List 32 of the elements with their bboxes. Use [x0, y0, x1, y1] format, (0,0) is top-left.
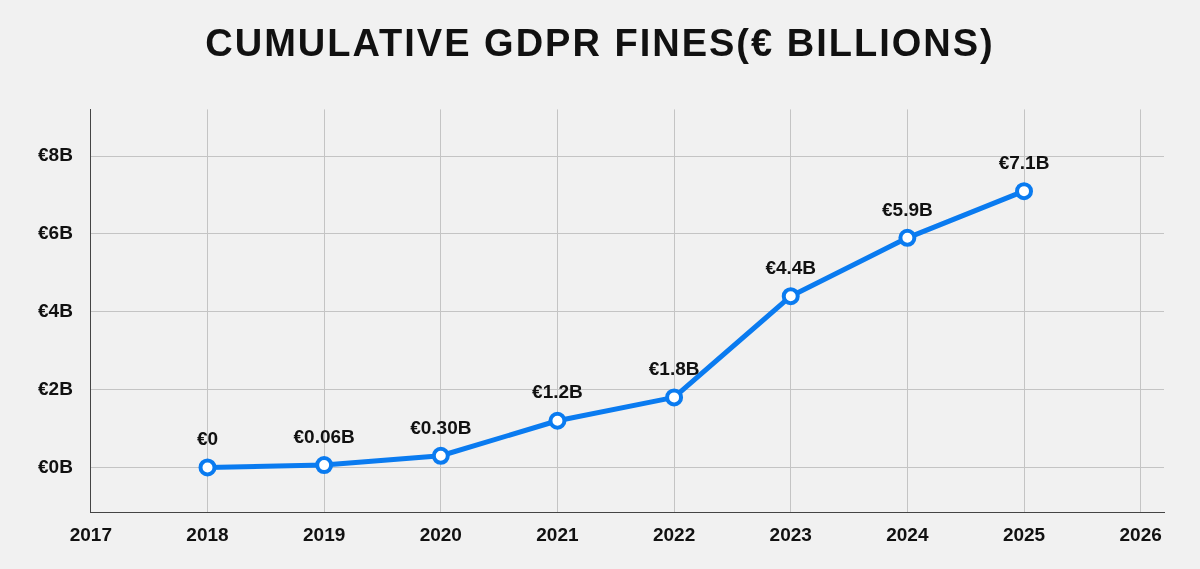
- point: [665, 388, 684, 407]
- point: [1015, 182, 1034, 201]
- data-label: €4.4B: [765, 256, 817, 278]
- x-tick-label: 2019: [303, 523, 346, 545]
- x-tick-label: 2022: [652, 523, 696, 545]
- y-tick-label: €0B: [38, 455, 73, 477]
- data-label: €1.2B: [532, 381, 583, 403]
- chart-title: CUMULATIVE GDPR FINES(€ BILLIONS): [204, 22, 996, 65]
- point: [198, 458, 217, 477]
- data-label: €5.9B: [882, 198, 933, 220]
- point: [548, 411, 567, 430]
- point: [898, 228, 917, 247]
- x-tick-label: 2023: [769, 523, 812, 545]
- x-tick-label: 2024: [886, 523, 929, 545]
- x-tick-label: 2017: [69, 523, 112, 545]
- x-tick-label: 2020: [419, 523, 462, 545]
- x-tick-label: 2025: [1002, 523, 1046, 545]
- point: [781, 287, 800, 306]
- y-tick-label: €2B: [38, 377, 73, 399]
- point: [431, 446, 450, 465]
- x-tick-label: 2018: [186, 523, 229, 545]
- y-tick-label: €6B: [38, 222, 73, 244]
- data-label: €7.1B: [998, 151, 1050, 173]
- y-tick-label: €4B: [38, 300, 73, 322]
- y-tick-label: €8B: [38, 144, 73, 166]
- x-tick-label: 2026: [1119, 523, 1162, 545]
- x-tick-label: 2021: [536, 523, 579, 545]
- data-label: €0.06B: [293, 425, 355, 447]
- data-label: €1.8B: [648, 358, 700, 380]
- data-label: €0: [196, 428, 219, 450]
- data-label: €0.30B: [410, 416, 472, 438]
- point: [315, 456, 334, 475]
